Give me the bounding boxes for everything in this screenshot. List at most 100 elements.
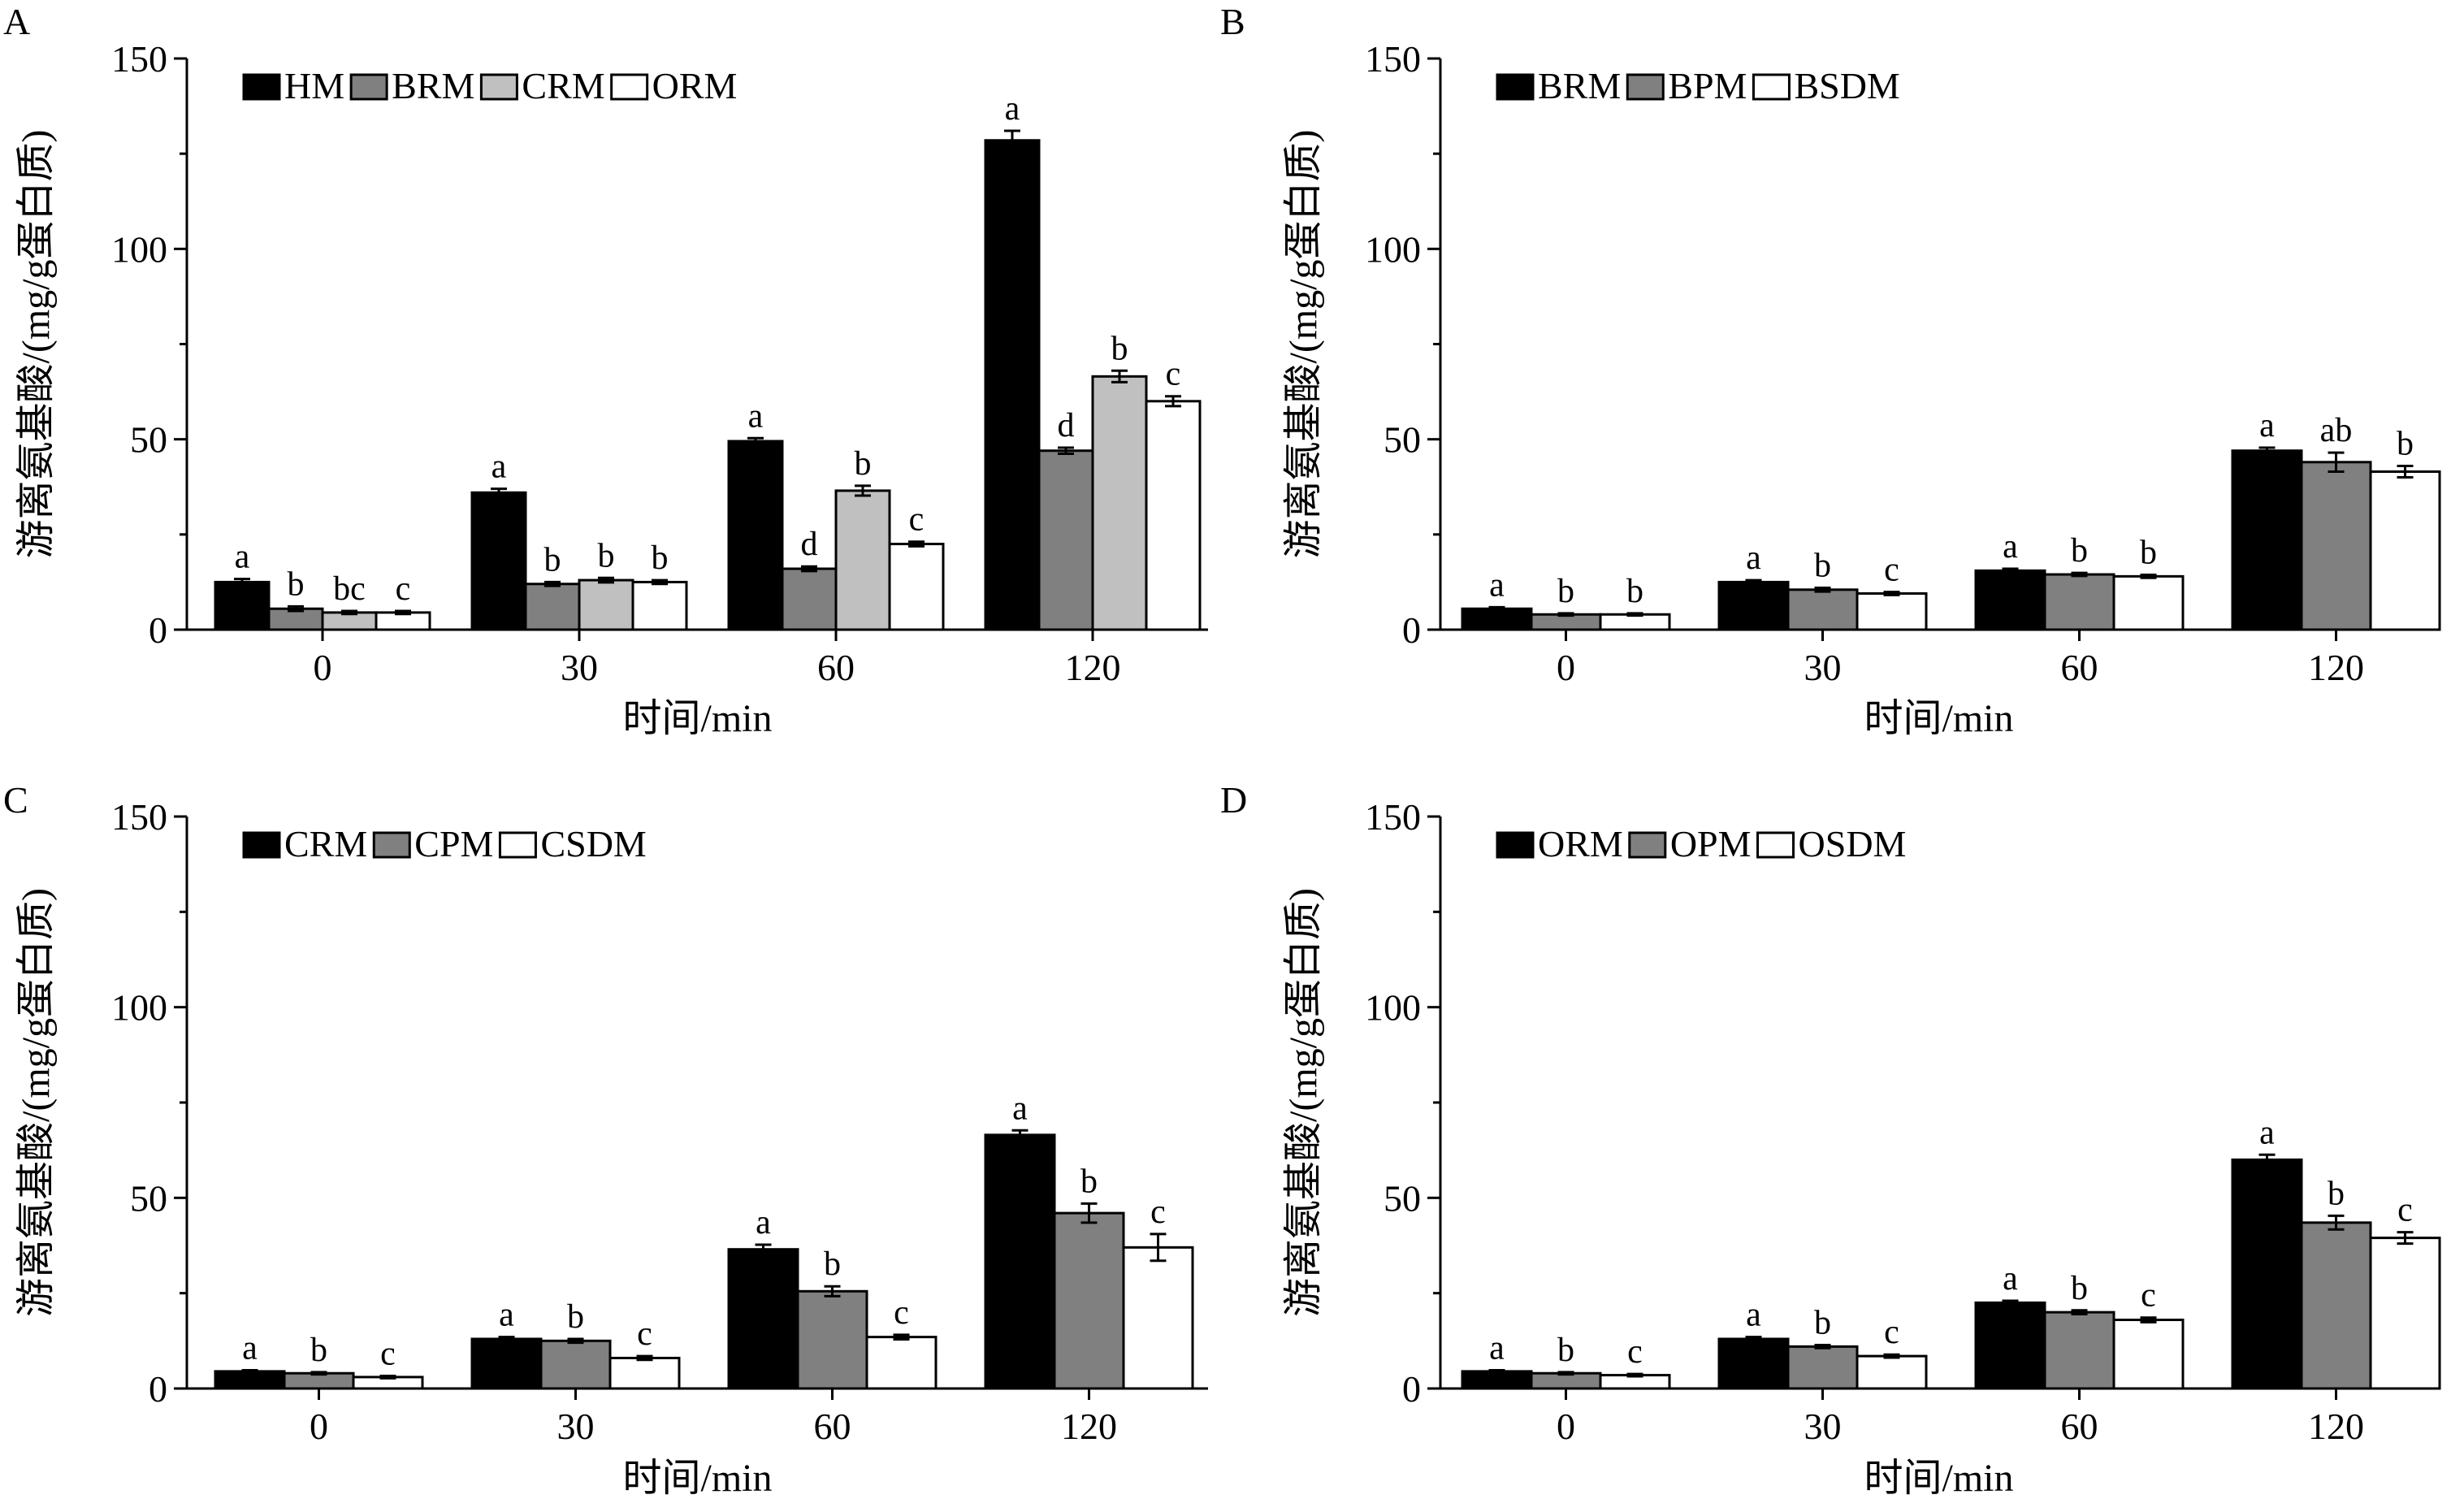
chart-d-bar bbox=[2231, 1158, 2303, 1390]
chart-c-y-tick-label: 50 bbox=[130, 1177, 167, 1219]
chart-a-x-tick-label: 0 bbox=[314, 647, 332, 688]
chart-a-bar bbox=[524, 583, 581, 631]
chart-b-significance-label: b bbox=[2397, 425, 2414, 462]
panel-letter-a: A bbox=[3, 1, 30, 42]
chart-b-x-tick-label: 120 bbox=[2308, 647, 2364, 688]
chart-a-significance-label: b bbox=[652, 539, 669, 577]
chart-c-x-tick-label: 0 bbox=[310, 1406, 328, 1447]
chart-c-bar bbox=[470, 1337, 543, 1390]
chart-b-legend-label: BRM bbox=[1538, 65, 1621, 106]
chart-a-significance-label: b bbox=[544, 541, 561, 578]
chart-a-bar bbox=[1091, 375, 1148, 631]
chart-c-bar bbox=[727, 1248, 799, 1390]
chart-d-legend-swatch bbox=[1628, 831, 1667, 859]
chart-a-legend-swatch bbox=[479, 73, 518, 101]
chart-a-legend-swatch bbox=[610, 73, 649, 101]
chart-c-significance-label: a bbox=[242, 1329, 258, 1367]
chart-a-y-axis-title: 游离氨基酸/(mg/g蛋白质) bbox=[15, 130, 58, 559]
chart-d-bar bbox=[2043, 1311, 2115, 1390]
chart-a-bar bbox=[470, 491, 527, 631]
chart-d-significance-label: c bbox=[2397, 1192, 2413, 1229]
chart-c-bar bbox=[1053, 1211, 1125, 1390]
chart-c-significance-label: b bbox=[567, 1298, 584, 1336]
chart-b-x-tick-label: 30 bbox=[1804, 647, 1842, 688]
chart-b-significance-label: b bbox=[1626, 573, 1643, 610]
chart-c-legend-label: CPM bbox=[414, 823, 493, 864]
chart-b-significance-label: b bbox=[2071, 532, 2088, 570]
chart-c-legend-swatch bbox=[372, 831, 411, 859]
chart-d-significance-label: c bbox=[1884, 1314, 1899, 1351]
chart-c-x-tick-label: 30 bbox=[557, 1406, 595, 1447]
chart-b-significance-label: a bbox=[1489, 566, 1505, 604]
chart-b-bar bbox=[1717, 580, 1790, 631]
chart-d-significance-label: b bbox=[1814, 1304, 1831, 1341]
chart-c-bar bbox=[984, 1133, 1056, 1390]
chart-d-significance-label: c bbox=[1627, 1333, 1643, 1371]
chart-a-bar bbox=[631, 580, 688, 631]
chart-a-x-axis-title: 时间/min bbox=[622, 697, 772, 740]
chart-c-legend-swatch bbox=[242, 831, 281, 859]
chart-d-legend-label: OSDM bbox=[1799, 823, 1907, 864]
chart-c-y-tick-label: 0 bbox=[149, 1368, 167, 1410]
chart-b-bar bbox=[2231, 449, 2303, 631]
chart-b-x-tick-label: 60 bbox=[2061, 647, 2098, 688]
chart-d-significance-label: b bbox=[2071, 1270, 2088, 1307]
chart-c-significance-label: c bbox=[380, 1336, 396, 1373]
chart-b-bar bbox=[1461, 607, 1533, 631]
chart-b-y-tick-label: 50 bbox=[1384, 419, 1421, 461]
chart-c-significance-label: c bbox=[1150, 1194, 1166, 1231]
chart-a-legend-label: ORM bbox=[652, 65, 738, 106]
chart-d-y-tick-label: 150 bbox=[1365, 796, 1421, 838]
chart-a-legend-label: CRM bbox=[522, 65, 604, 106]
chart-b-significance-label: c bbox=[1884, 552, 1899, 589]
chart-a-bar bbox=[727, 440, 784, 631]
chart-a-legend-swatch bbox=[349, 73, 388, 101]
chart-b-bar bbox=[1856, 591, 1928, 631]
chart-d-bar bbox=[2300, 1221, 2372, 1390]
panel-letter-b: B bbox=[1220, 1, 1245, 42]
chart-a-x-tick-label: 120 bbox=[1065, 647, 1121, 688]
chart-c-significance-label: b bbox=[1080, 1163, 1098, 1200]
chart-c-significance-label: c bbox=[637, 1315, 652, 1353]
chart-c-significance-label: b bbox=[824, 1246, 841, 1283]
panel-letter-d: D bbox=[1220, 779, 1247, 821]
chart-d-bar bbox=[1974, 1301, 2046, 1390]
chart-d-legend-swatch bbox=[1756, 831, 1795, 859]
chart-c-legend-label: CSDM bbox=[540, 823, 646, 864]
chart-a-significance-label: d bbox=[1058, 407, 1075, 444]
chart-b-bar bbox=[1786, 588, 1859, 631]
chart-a-significance-label: b bbox=[288, 565, 305, 603]
chart-d-significance-label: b bbox=[2328, 1175, 2345, 1212]
chart-d-legend-label: ORM bbox=[1538, 823, 1623, 864]
chart-a-bar bbox=[984, 139, 1041, 631]
chart-d-bar bbox=[2112, 1319, 2185, 1390]
chart-c-significance-label: a bbox=[1012, 1090, 1028, 1127]
chart-d-significance-label: c bbox=[2141, 1277, 2156, 1315]
chart-b-legend-swatch bbox=[1752, 73, 1791, 101]
chart-d-y-tick-label: 0 bbox=[1402, 1368, 1421, 1410]
chart-d-significance-label: a bbox=[1746, 1297, 1761, 1334]
chart-d-x-tick-label: 30 bbox=[1804, 1406, 1842, 1447]
chart-a-significance-label: a bbox=[1005, 90, 1020, 128]
panel-c: C 0 50 100 150 0 a b c 30 a b c 60 a b c 120 a b c CRM CPM CSD… bbox=[3, 779, 1208, 1499]
chart-b-significance-label: b bbox=[2140, 535, 2157, 572]
chart-c-bar bbox=[214, 1370, 286, 1390]
chart-a-significance-label: c bbox=[1166, 356, 1181, 393]
chart-d-bar bbox=[1717, 1337, 1790, 1390]
chart-b-bar bbox=[2112, 574, 2185, 631]
panel-d: D 0 50 100 150 0 a b c 30 a b c 60 a b c 120 a b c ORM OPM OSD… bbox=[1220, 779, 2441, 1499]
chart-d-bar bbox=[2369, 1237, 2441, 1390]
chart-b-bar bbox=[2043, 573, 2115, 631]
chart-d-y-axis-title: 游离氨基酸/(mg/g蛋白质) bbox=[1282, 888, 1325, 1317]
panel-letter-c: C bbox=[3, 779, 28, 821]
chart-d-significance-label: a bbox=[2259, 1114, 2275, 1151]
chart-c-y-tick-label: 100 bbox=[111, 987, 167, 1029]
chart-a-significance-label: d bbox=[801, 526, 818, 563]
chart-c-legend-label: CRM bbox=[284, 823, 367, 864]
chart-b-significance-label: b bbox=[1814, 547, 1831, 584]
chart-c-y-axis-title: 游离氨基酸/(mg/g蛋白质) bbox=[15, 888, 58, 1317]
chart-b-legend-swatch bbox=[1496, 73, 1535, 101]
chart-d-bar bbox=[1786, 1345, 1859, 1390]
